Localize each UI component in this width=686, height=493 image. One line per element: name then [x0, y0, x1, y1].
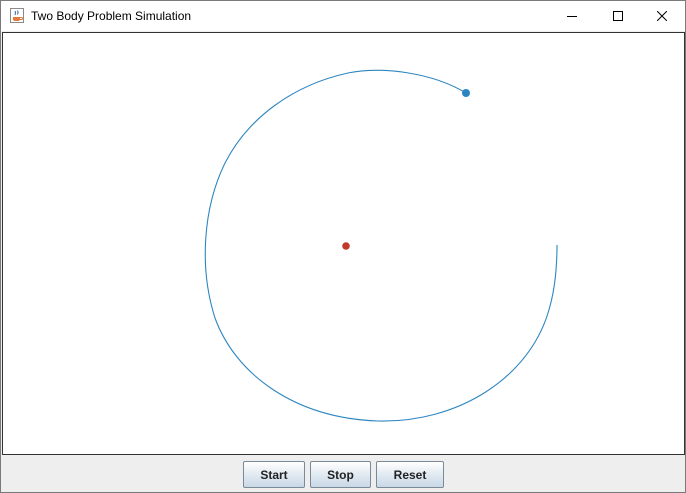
- control-panel: Start Stop Reset: [1, 456, 685, 492]
- minimize-button[interactable]: [549, 1, 595, 31]
- minimize-icon: [567, 11, 577, 21]
- close-button[interactable]: [639, 1, 685, 31]
- close-icon: [657, 11, 667, 21]
- orbit-trail: [204, 69, 558, 422]
- window-title: Two Body Problem Simulation: [31, 9, 192, 23]
- java-cup-icon: [10, 8, 24, 23]
- reset-button[interactable]: Reset: [376, 461, 444, 488]
- maximize-icon: [613, 11, 623, 21]
- start-button[interactable]: Start: [243, 461, 305, 488]
- central-body: [342, 242, 350, 250]
- orbiting-body: [462, 89, 470, 97]
- title-bar[interactable]: Two Body Problem Simulation: [1, 1, 685, 31]
- maximize-button[interactable]: [595, 1, 641, 31]
- simulation-canvas: [2, 32, 685, 455]
- stop-button[interactable]: Stop: [310, 461, 371, 488]
